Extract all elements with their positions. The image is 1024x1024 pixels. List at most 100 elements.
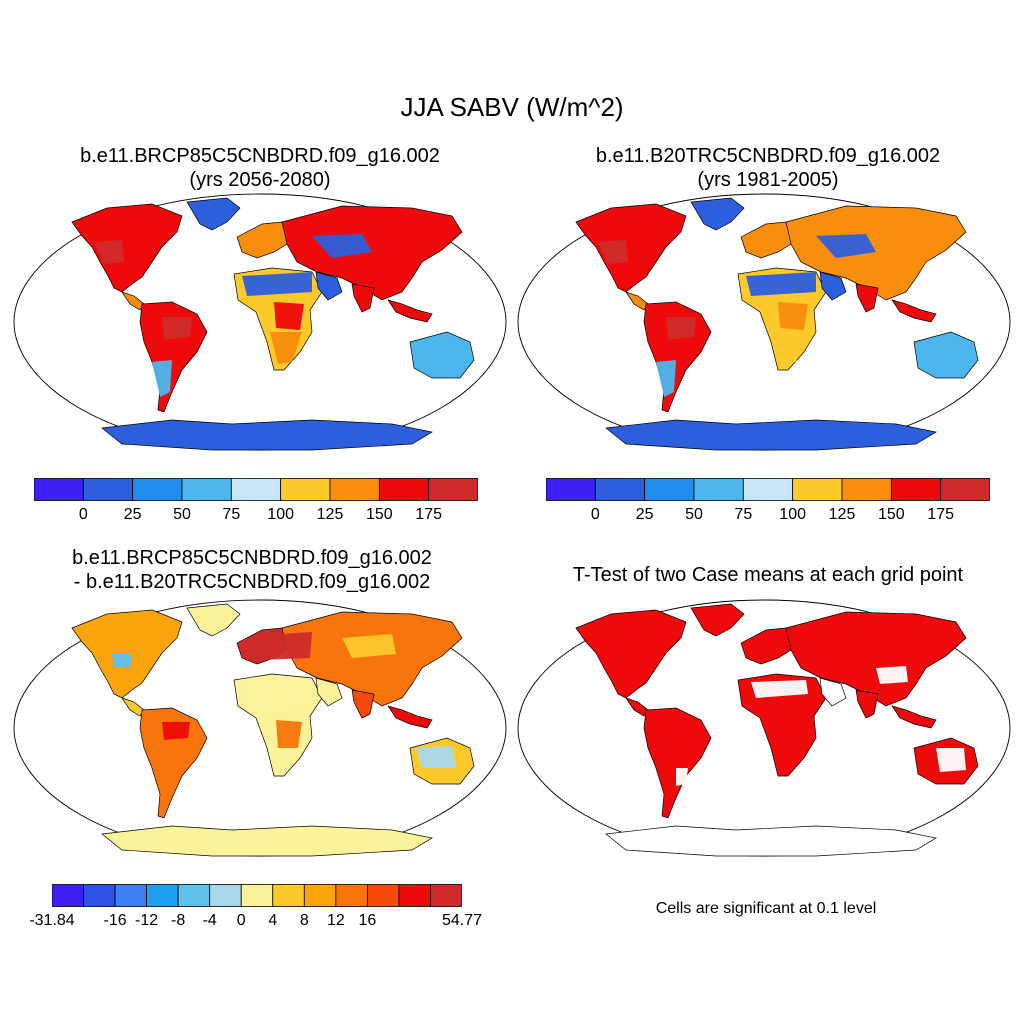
continents	[71, 197, 475, 451]
colorbar-tick-label: -12	[135, 912, 159, 929]
land-asia	[281, 611, 463, 707]
field-region	[252, 632, 312, 660]
colorbar-swatch	[114, 884, 148, 907]
land-greenland	[690, 197, 745, 231]
colorbar-swatch	[594, 478, 646, 501]
field-region	[746, 272, 816, 296]
colorbar-swatch	[230, 478, 282, 501]
panel-control-title-line1: b.e11.B20TRC5CNBDRD.f09_g16.002	[595, 145, 941, 167]
land-northAmerica	[575, 609, 687, 699]
field-region	[112, 654, 132, 668]
colorbar-swatch	[398, 884, 431, 907]
colorbar-swatch	[742, 478, 794, 501]
colorbar-swatch	[841, 478, 892, 501]
map-control	[517, 193, 1011, 451]
panel-difference-title: b.e11.BRCP85C5CNBDRD.f09_g16.002 - b.e11…	[12, 546, 492, 594]
colorbar-tick-label: 50	[685, 506, 703, 523]
colorbar-tick-label: -8	[171, 912, 186, 929]
colorbar-swatch	[209, 884, 242, 907]
map-difference	[13, 599, 507, 857]
colorbar-swatch	[792, 478, 843, 501]
colorbar-tick-label: 12	[326, 912, 345, 929]
colorbar-swatch	[366, 884, 400, 907]
land-southAmerica	[643, 707, 712, 819]
colorbar-tick-label: 54.77	[441, 912, 483, 929]
land-australia	[409, 331, 475, 379]
continents	[575, 197, 979, 451]
field-region	[276, 720, 302, 748]
colorbar-swatches	[546, 478, 990, 501]
colorbar-swatch	[52, 884, 84, 907]
colorbar-swatch	[83, 884, 116, 907]
colorbar-swatch	[940, 478, 990, 501]
panel-case-title-line1: b.e11.BRCP85C5CNBDRD.f09_g16.002	[80, 145, 440, 167]
figure-title: JJA SABV (W/m^2)	[400, 92, 624, 122]
significance-note: Cells are significant at 0.1 level	[655, 900, 877, 917]
colorbar-swatch	[428, 478, 478, 501]
field-region	[936, 748, 966, 772]
colorbar-tick-label: 25	[635, 506, 654, 523]
colorbar-tick-label: 0	[236, 912, 246, 929]
land-northAmerica	[575, 203, 687, 293]
field-region	[598, 240, 628, 264]
land-australia	[913, 331, 979, 379]
field-region	[162, 722, 190, 740]
field-region	[676, 768, 688, 786]
land-arabia	[315, 677, 343, 707]
land-asia	[281, 205, 463, 301]
colorbar-swatch	[546, 478, 596, 501]
colorbar-tick-label: 8	[299, 912, 309, 929]
colorbar-difference: -31.84 -16 -12 -8 -4 0 4 8 12 16 54.77	[29, 884, 482, 932]
map-case	[13, 193, 507, 451]
colorbar-swatches	[52, 884, 462, 907]
land-greenland	[186, 197, 241, 231]
field-region	[152, 360, 172, 397]
colorbar-tick-label: 16	[358, 912, 377, 929]
field-region	[342, 634, 396, 658]
land-antarctica	[605, 419, 937, 451]
panel-case-title-line2: (yrs 2056-2080)	[189, 169, 331, 191]
panel-control-title: b.e11.B20TRC5CNBDRD.f09_g16.002 (yrs 198…	[528, 144, 1008, 192]
continents	[575, 603, 979, 857]
panel-case-title: b.e11.BRCP85C5CNBDRD.f09_g16.002 (yrs 20…	[20, 144, 500, 192]
colorbar-swatch	[34, 478, 84, 501]
colorbar-tick-label: 100	[267, 506, 295, 523]
colorbar-swatch	[693, 478, 744, 501]
colorbar-tick-label: 175	[927, 506, 955, 523]
colorbar-swatch	[430, 884, 462, 907]
land-arabia	[819, 677, 847, 707]
colorbar-case: 0 25 50 75 100 125 150 175	[34, 478, 478, 526]
land-antarctica	[605, 825, 937, 857]
field-region	[270, 332, 302, 364]
colorbar-swatch	[146, 884, 179, 907]
colorbar-tick-label: 150	[365, 506, 393, 523]
panel-ttest-title-line1: T-Test of two Case means at each grid po…	[572, 564, 964, 586]
field-region	[816, 234, 876, 258]
colorbar-swatch	[181, 478, 232, 501]
land-asia	[785, 205, 967, 301]
land-seAsia	[891, 705, 937, 729]
panel-control-title-line2: (yrs 1981-2005)	[697, 169, 839, 191]
land-northAmerica	[71, 203, 183, 293]
colorbar-tick-label: 25	[123, 506, 142, 523]
colorbar-tick-label: -31.84	[29, 912, 75, 929]
map-ttest	[517, 599, 1011, 857]
panel-difference-title-line1: b.e11.BRCP85C5CNBDRD.f09_g16.002	[72, 547, 432, 569]
field-region	[416, 746, 456, 768]
land-antarctica	[101, 825, 433, 857]
colorbar-tick-label: 150	[877, 506, 905, 523]
colorbar-tick-label: 125	[316, 506, 344, 523]
field-region	[312, 234, 372, 258]
colorbar-tick-label: 4	[268, 912, 278, 929]
field-region	[751, 680, 808, 698]
field-region	[242, 272, 312, 296]
field-region	[876, 666, 908, 684]
colorbar-tick-label: 0	[590, 506, 600, 523]
colorbar-tick-label: 75	[734, 506, 753, 523]
field-region	[274, 302, 304, 330]
colorbar-swatches	[34, 478, 478, 501]
colorbar-swatch	[132, 478, 183, 501]
colorbar-swatch	[177, 884, 211, 907]
colorbar-tick-label: 75	[222, 506, 241, 523]
land-antarctica	[101, 419, 433, 451]
